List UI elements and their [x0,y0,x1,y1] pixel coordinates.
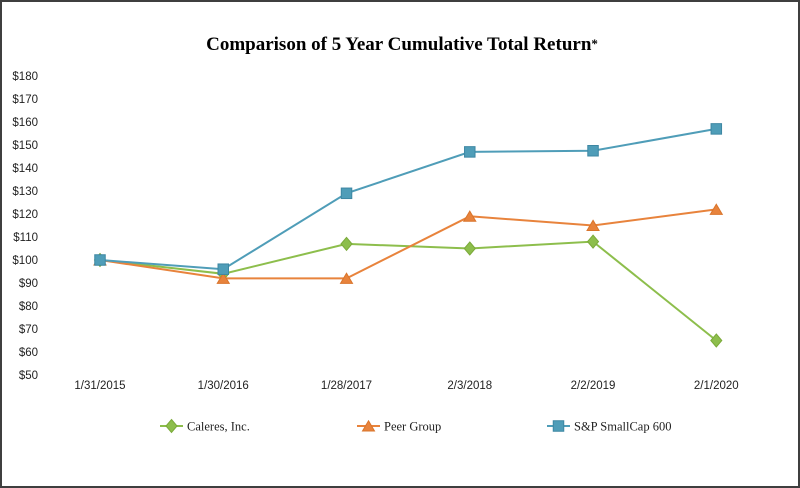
y-tick-label: $90 [19,278,38,290]
legend-item-peer-group: Peer Group [357,420,441,434]
diamond-marker-caleres-inc [463,241,476,256]
x-tick-label: 1/30/2016 [198,380,249,392]
square-marker-s-p-smallcap-600 [340,187,353,200]
square-marker-s-p-smallcap-600 [587,145,599,157]
data-series [93,123,724,348]
title-asterisk: * [591,36,598,51]
chart-legend: Caleres, Inc. Peer Group S&P SmallCap 600 [160,418,671,434]
x-tick-label: 1/28/2017 [321,380,372,392]
y-tick-label: $140 [12,163,38,175]
square-marker-s-p-smallcap-600 [464,146,476,158]
series-caleres-inc [93,234,723,348]
series-line-s-p-smallcap-600 [99,127,717,271]
x-tick-label: 2/2/2019 [571,380,616,392]
y-tick-label: $130 [12,186,38,198]
triangle-marker-peer-group [462,210,477,222]
legend-label-caleres-inc: Caleres, Inc. [187,420,250,434]
diamond-marker-caleres-inc [710,333,723,348]
triangle-marker-peer-group [339,272,354,284]
square-marker-s-p-smallcap-600 [217,263,230,275]
triangle-marker-peer-group [586,219,600,231]
chart-title: Comparison of 5 Year Cumulative Total Re… [206,34,598,55]
series-line-caleres-inc [99,240,717,342]
y-tick-label: $50 [19,370,38,382]
legend-label-peer-group: Peer Group [384,420,441,434]
diamond-marker-caleres-inc [586,234,600,249]
y-tick-label: $60 [19,347,38,359]
y-tick-label: $70 [19,324,38,336]
y-tick-label: $180 [12,71,38,83]
square-marker-s-p-smallcap-600 [94,254,106,266]
series-peer-group [93,203,724,284]
x-axis-tick-labels: 1/31/2015 1/30/2016 1/28/2017 2/3/2018 2/2/2… [74,380,738,392]
y-tick-label: $160 [12,117,38,129]
y-tick-label: $170 [12,94,38,106]
y-tick-label: $80 [19,301,38,313]
x-tick-label: 2/3/2018 [447,380,492,392]
legend-label-s-p-smallcap-600: S&P SmallCap 600 [574,420,671,434]
square-marker-s-p-smallcap-600 [552,420,565,432]
legend-item-s-p-smallcap-600: S&P SmallCap 600 [547,420,671,434]
diamond-marker-caleres-inc [165,418,178,434]
triangle-marker-peer-group [709,203,724,215]
series-s-p-smallcap-600 [94,123,723,275]
y-axis-tick-labels: $180 $170 $160 $150 $140 $130 $120 $110 $100 $90 $… [12,71,38,382]
square-marker-s-p-smallcap-600 [710,123,723,135]
x-tick-label: 2/1/2020 [694,380,739,392]
triangle-marker-peer-group [361,419,376,432]
y-tick-label: $100 [12,255,38,267]
y-tick-label: $120 [12,209,38,221]
triangle-marker-peer-group [216,272,231,284]
y-tick-label: $150 [12,140,38,152]
x-tick-label: 1/31/2015 [74,380,125,392]
legend-item-caleres-inc: Caleres, Inc. [160,418,250,434]
diamond-marker-caleres-inc [340,236,353,252]
y-tick-label: $110 [13,232,38,244]
series-line-peer-group [99,208,717,280]
